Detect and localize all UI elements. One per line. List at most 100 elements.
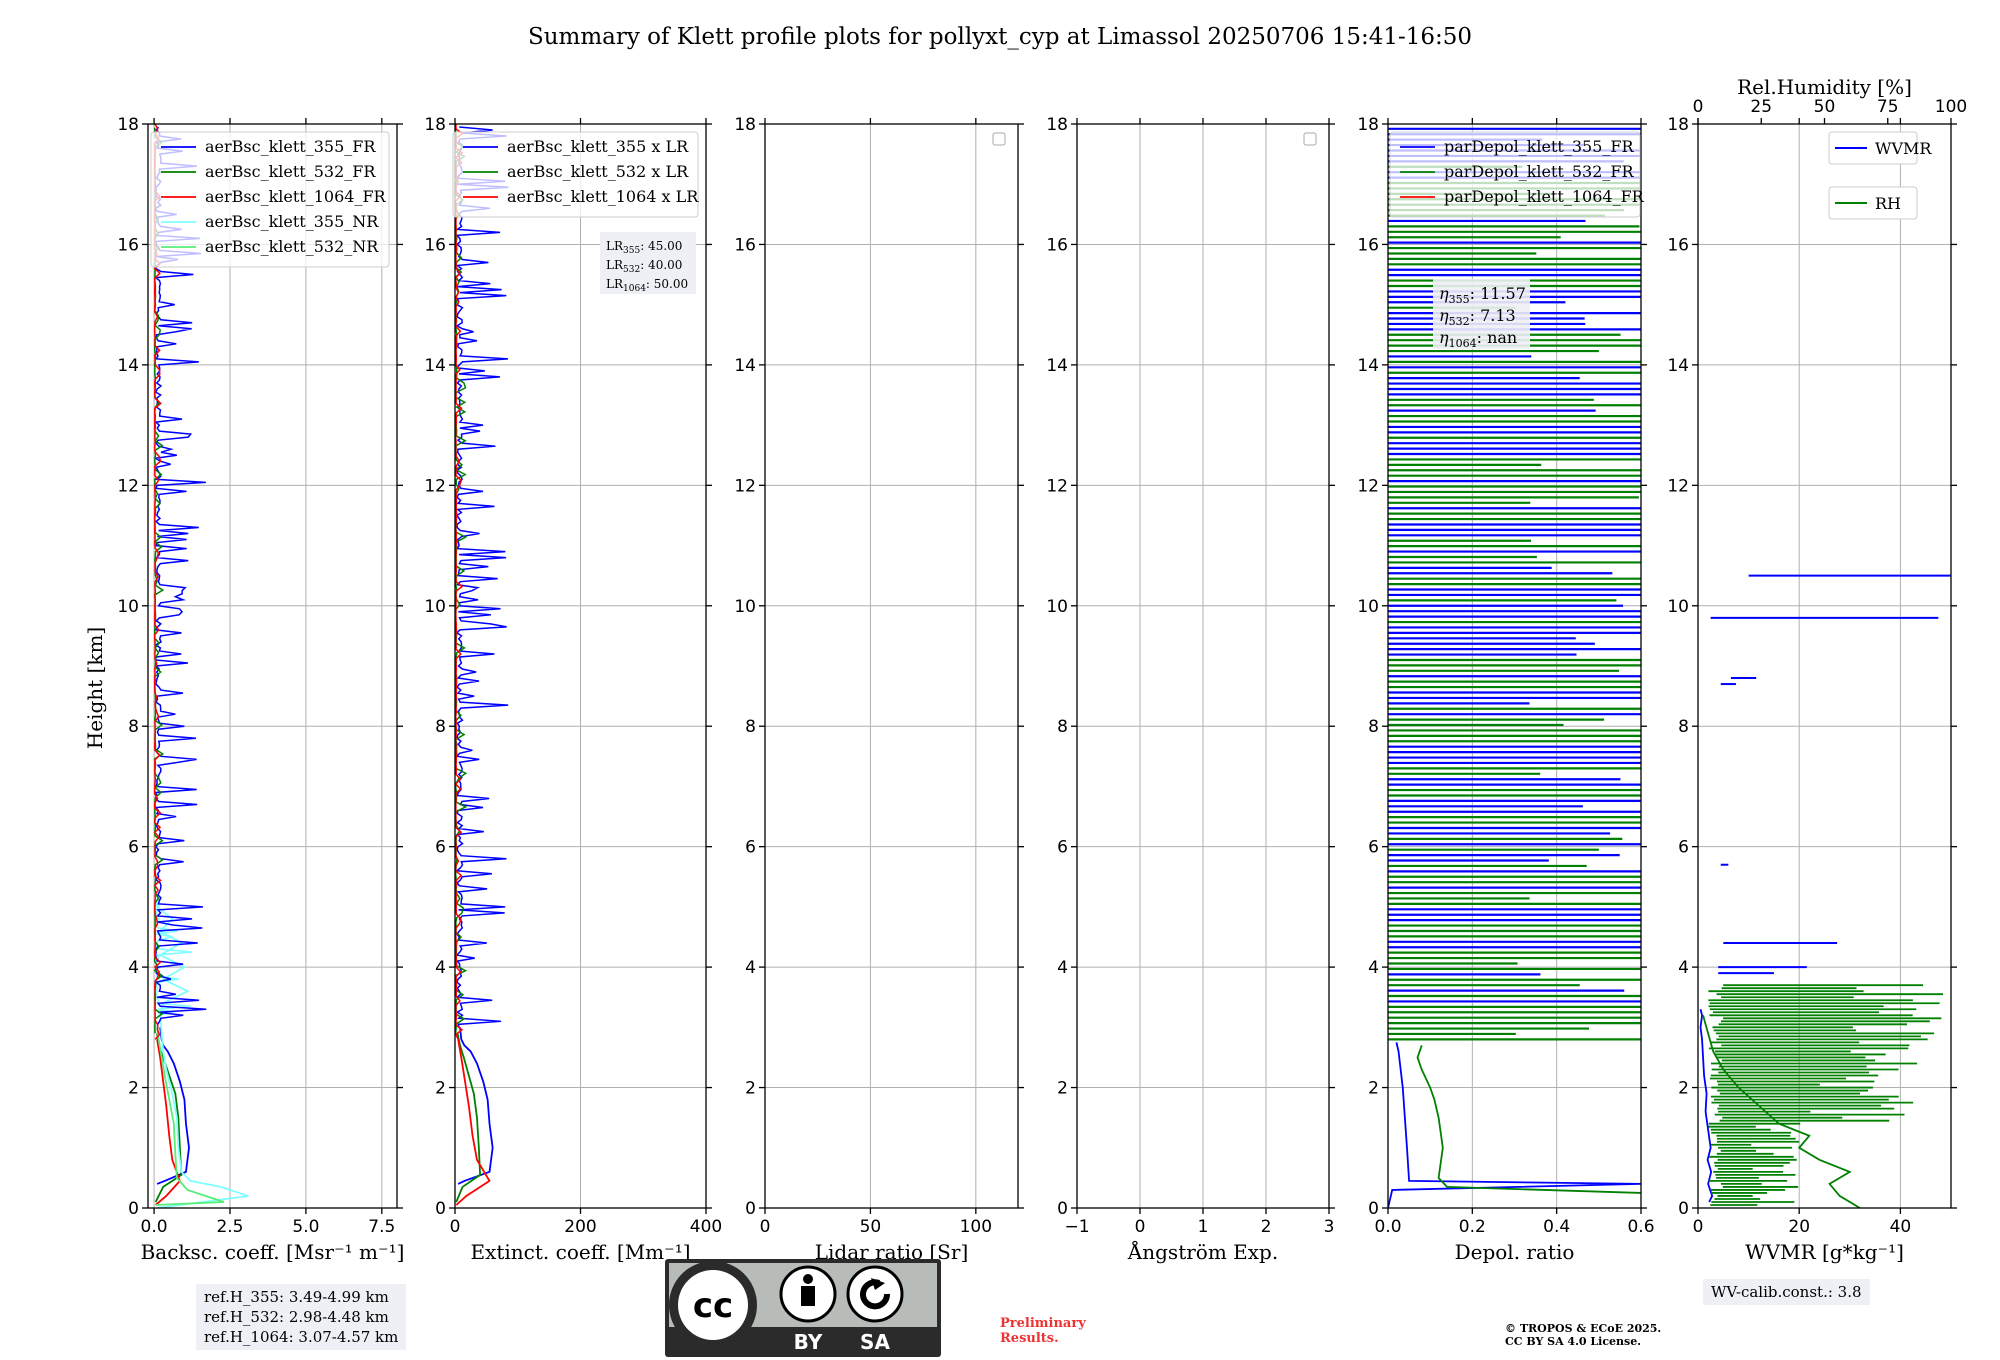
y-tick-label: 14 (734, 356, 756, 376)
y-tick-label: 8 (745, 717, 756, 737)
lidar-ratio-text: LR1064: 50.00 (606, 277, 688, 294)
x-tick-label: 0.0 (141, 1217, 168, 1237)
legend-box (1828, 131, 1918, 165)
y-tick-label: 6 (1678, 838, 1689, 858)
panel-1: 0 2 4 6 8 10 12 14 16 18 0.0 2.5 5.0 7.5 Backsc. coeff… (117, 115, 404, 1264)
plot-area (455, 124, 509, 1206)
y-tick-label: 12 (1046, 476, 1068, 496)
y-tick-label: 12 (117, 476, 139, 496)
x-tick-label: 2.5 (216, 1217, 243, 1237)
y-tick-label: 6 (1368, 838, 1379, 858)
panel-5: 0 2 4 6 8 10 12 14 16 18 0.0 0.2 0.4 0.6 Depol. ratio p… (1357, 115, 1654, 1264)
y-tick-label: 16 (1357, 235, 1379, 255)
y-tick-label: 14 (1667, 356, 1689, 376)
copyright-note: © TROPOS & ECoE 2025. CC BY SA 4.0 Licen… (1505, 1322, 1661, 1348)
lidar-ratio-text: LR532: 40.00 (606, 258, 682, 275)
x-axis-label: Ångström Exp. (1127, 1239, 1278, 1264)
x-axis-label: Extinct. coeff. [Mm⁻¹] (470, 1240, 690, 1264)
legend-label: RH (1875, 194, 1901, 213)
plot-area (153, 124, 249, 1208)
y-tick-label: 4 (435, 958, 446, 978)
x-tick-label: 0 (1693, 1217, 1704, 1237)
series-line-aerBsc_klett_532 x LR (455, 1033, 482, 1203)
legend-label: parDepol_klett_355_FR (1444, 137, 1635, 156)
preliminary-results-note: Preliminary Results. (1000, 1316, 1086, 1346)
empty-legend (1303, 132, 1317, 146)
y-tick-label: 16 (1046, 235, 1068, 255)
x-tick-label: −1 (1064, 1217, 1089, 1237)
top-axis-tick-label: 75 (1877, 97, 1899, 117)
lidar-ratio-text: LR355: 45.00 (606, 239, 682, 256)
x-tick-label: 0.0 (1374, 1217, 1401, 1237)
ref-height-1064: ref.H_1064: 3.07-4.57 km (204, 1328, 399, 1346)
y-tick-label: 10 (1667, 597, 1689, 617)
eta-box (1433, 279, 1530, 349)
y-tick-label: 2 (745, 1079, 756, 1099)
x-tick-label: 2 (1261, 1217, 1272, 1237)
y-tick-label: 0 (435, 1199, 446, 1219)
x-axis-label: WVMR [g*kg⁻¹] (1745, 1240, 1904, 1264)
empty-legend (992, 132, 1006, 146)
copyright-line-1: © TROPOS & ECoE 2025. (1505, 1322, 1662, 1335)
figure-title: Summary of Klett profile plots for polly… (528, 24, 1472, 50)
x-axis-label: Backsc. coeff. [Msr⁻¹ m⁻¹] (141, 1240, 405, 1264)
y-tick-label: 8 (1678, 717, 1689, 737)
y-tick-label: 0 (1368, 1199, 1379, 1219)
preliminary-line-1: Preliminary (1000, 1316, 1086, 1331)
x-tick-label: 0 (450, 1217, 461, 1237)
wv-calibration-box: WV-calib.const.: 3.8 (1703, 1279, 1870, 1305)
y-tick-label: 14 (1046, 356, 1068, 376)
legend-label: aerBsc_klett_355 x LR (507, 137, 689, 156)
y-tick-label: 10 (117, 597, 139, 617)
legend-label: aerBsc_klett_1064_FR (205, 187, 387, 206)
y-tick-label: 0 (128, 1199, 139, 1219)
y-tick-label: 4 (1368, 958, 1379, 978)
y-tick-label: 10 (734, 597, 756, 617)
svg-text:cc: cc (693, 1286, 733, 1326)
eta-text: η355: 11.57 (1439, 284, 1526, 306)
y-tick-label: 0 (1678, 1199, 1689, 1219)
y-tick-label: 14 (424, 356, 446, 376)
x-tick-label: 20 (1788, 1217, 1810, 1237)
y-tick-label: 4 (1678, 958, 1689, 978)
y-tick-label: 10 (1357, 597, 1379, 617)
x-tick-label: 5.0 (292, 1217, 319, 1237)
y-tick-label: 2 (1368, 1079, 1379, 1099)
y-tick-label: 16 (117, 235, 139, 255)
y-tick-label: 2 (435, 1079, 446, 1099)
y-tick-label: 6 (435, 838, 446, 858)
x-tick-label: 1 (1198, 1217, 1209, 1237)
legend-label: aerBsc_klett_532_FR (205, 162, 376, 181)
y-tick-label: 0 (745, 1199, 756, 1219)
top-axis-tick-label: 50 (1814, 97, 1836, 117)
y-tick-label: 18 (1357, 115, 1379, 135)
x-tick-label: 100 (960, 1217, 992, 1237)
legend-label: parDepol_klett_532_FR (1444, 162, 1635, 181)
y-tick-label: 4 (745, 958, 756, 978)
y-axis-label: Height [km] (83, 627, 107, 749)
y-tick-label: 2 (1678, 1079, 1689, 1099)
noise-355lr (455, 126, 509, 1028)
y-tick-label: 12 (424, 476, 446, 496)
x-tick-label: 0.2 (1459, 1217, 1486, 1237)
legend-label: parDepol_klett_1064_FR (1444, 187, 1645, 206)
series-line-RH (1702, 1015, 1861, 1208)
x-tick-label: 200 (564, 1217, 596, 1237)
cc-by-sa-logo: cc BY SA (665, 1259, 941, 1357)
series-line-parDepol_klett_355_FR (1388, 1042, 1641, 1208)
wv-calib-text: WV-calib.const.: 3.8 (1711, 1283, 1862, 1301)
y-tick-label: 12 (1357, 476, 1379, 496)
noise-532lr (455, 127, 468, 1034)
x-axis-label: Depol. ratio (1455, 1240, 1575, 1264)
y-tick-label: 0 (1057, 1199, 1068, 1219)
series-line-aerBsc_klett_1064_FR (155, 1039, 181, 1206)
x-tick-label: 400 (690, 1217, 722, 1237)
y-tick-label: 18 (424, 115, 446, 135)
y-tick-label: 8 (1368, 717, 1379, 737)
series-line-aerBsc_klett_1064 x LR (455, 1039, 491, 1206)
